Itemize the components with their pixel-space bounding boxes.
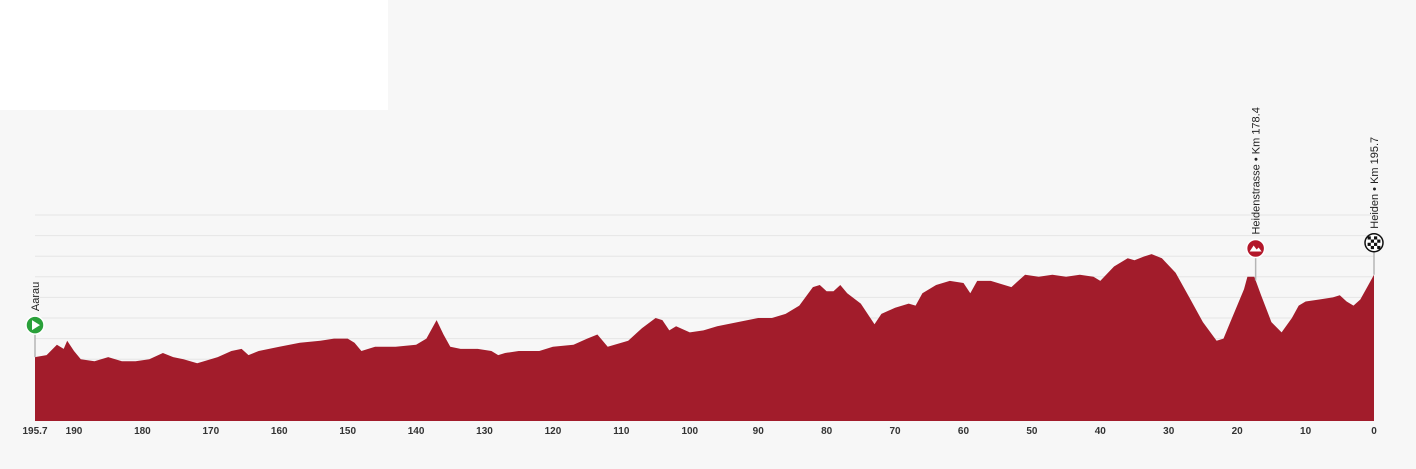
x-tick-label: 0 bbox=[1371, 426, 1377, 437]
x-tick-label: 100 bbox=[681, 426, 698, 437]
start-marker-icon bbox=[25, 315, 45, 335]
waypoint-label: Heidenstrasse • Km 178.4 bbox=[1251, 107, 1263, 234]
x-tick-label: 20 bbox=[1232, 426, 1244, 437]
waypoint-climb: Heidenstrasse • Km 178.4 bbox=[1245, 107, 1266, 281]
waypoint-start: Aarau bbox=[25, 282, 45, 358]
waypoint-label: Heiden • Km 195.7 bbox=[1369, 137, 1381, 229]
x-tick-label: 40 bbox=[1095, 426, 1107, 437]
x-tick-label: 10 bbox=[1300, 426, 1312, 437]
climb-marker-icon bbox=[1245, 238, 1266, 259]
x-tick-label: 180 bbox=[134, 426, 151, 437]
x-axis-ticks: 195.7 190 180 170 160 150 140 130 120 110 100 90 80 7… bbox=[22, 426, 1377, 437]
x-tick-label: 130 bbox=[476, 426, 493, 437]
header-panel bbox=[0, 0, 388, 110]
waypoint-finish: Heiden • Km 195.7 bbox=[1364, 137, 1384, 275]
x-tick-label: 195.7 bbox=[22, 426, 47, 437]
elevation-area bbox=[35, 254, 1374, 421]
x-tick-label: 160 bbox=[271, 426, 288, 437]
x-tick-label: 70 bbox=[889, 426, 901, 437]
finish-marker-icon bbox=[1364, 232, 1384, 253]
waypoints: Aarau Heidenstrasse • Km 178.4 Heiden • Km… bbox=[25, 107, 1384, 358]
x-tick-label: 120 bbox=[545, 426, 562, 437]
x-tick-label: 50 bbox=[1026, 426, 1038, 437]
x-tick-label: 150 bbox=[339, 426, 356, 437]
x-tick-label: 110 bbox=[613, 426, 630, 437]
x-tick-label: 90 bbox=[753, 426, 765, 437]
x-tick-label: 60 bbox=[958, 426, 970, 437]
x-tick-label: 30 bbox=[1163, 426, 1175, 437]
waypoint-label: Aarau bbox=[30, 282, 42, 311]
x-tick-label: 140 bbox=[408, 426, 425, 437]
x-tick-label: 170 bbox=[202, 426, 219, 437]
x-tick-label: 190 bbox=[66, 426, 83, 437]
x-tick-label: 80 bbox=[821, 426, 833, 437]
